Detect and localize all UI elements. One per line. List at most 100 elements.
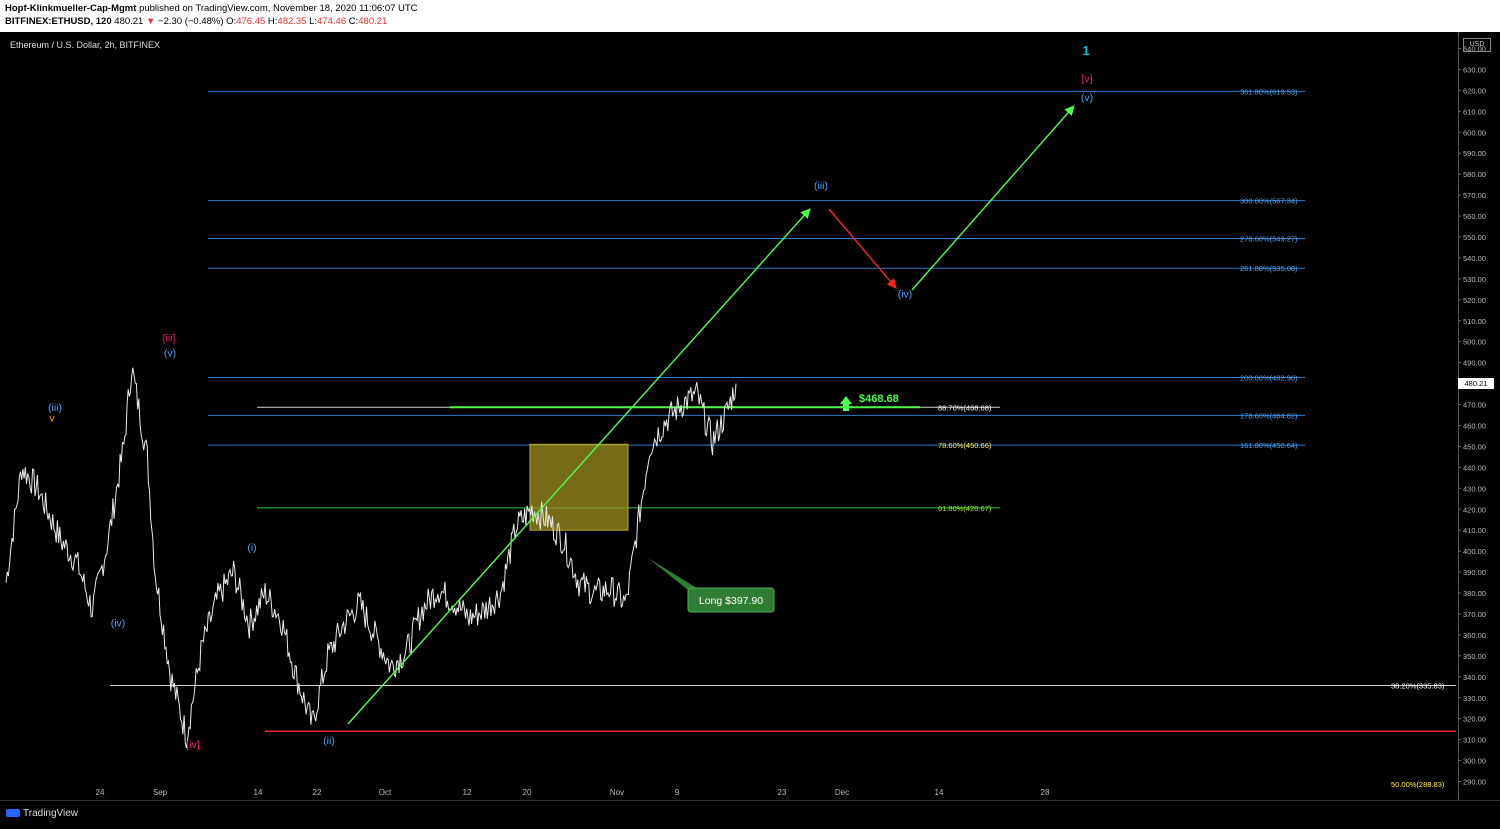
wave-label: (iii) bbox=[48, 402, 62, 414]
y-tick-label: 470.00 bbox=[1463, 401, 1486, 410]
y-tick-label: 350.00 bbox=[1463, 652, 1486, 661]
x-axis-ticks: 24 Sep 14 22 Oct 12 20 Nov 9 23 Dec 14 28 bbox=[96, 788, 1050, 797]
price-axis[interactable] bbox=[1458, 32, 1500, 800]
currency-label[interactable]: USD bbox=[1463, 38, 1491, 52]
y-tick-label: 420.00 bbox=[1463, 505, 1486, 514]
open-value: 476.45 bbox=[236, 16, 266, 27]
y-tick-label: 300.00 bbox=[1463, 757, 1486, 766]
x-tick-label: Oct bbox=[379, 788, 392, 797]
y-tick-label: 600.00 bbox=[1463, 128, 1486, 137]
fib-level-label: 300.00%(567.34) bbox=[1240, 197, 1298, 206]
y-tick-label: 560.00 bbox=[1463, 212, 1486, 221]
down-arrow-icon: ▼ bbox=[145, 16, 156, 27]
y-tick-label: 310.00 bbox=[1463, 736, 1486, 745]
y-tick-label: 430.00 bbox=[1463, 484, 1486, 493]
wave-label: 1 bbox=[1082, 43, 1089, 58]
y-tick-label: 530.00 bbox=[1463, 275, 1486, 284]
y-tick-label: 440.00 bbox=[1463, 463, 1486, 472]
y-tick-label: 490.00 bbox=[1463, 359, 1486, 368]
x-tick-label: 24 bbox=[96, 788, 105, 797]
price-line bbox=[5, 367, 737, 749]
y-tick-label: 410.00 bbox=[1463, 526, 1486, 535]
y-tick-label: 400.00 bbox=[1463, 547, 1486, 556]
wave-label: (iii) bbox=[814, 180, 828, 192]
y-tick-label: 510.00 bbox=[1463, 317, 1486, 326]
wave-label: [v] bbox=[1081, 73, 1092, 85]
long-callout-box bbox=[687, 587, 775, 613]
y-tick-label: 450.00 bbox=[1463, 442, 1486, 451]
price-series bbox=[5, 367, 737, 749]
y-tick-label: 580.00 bbox=[1463, 170, 1486, 179]
fib-level-label: 161.80%(450.64) bbox=[1240, 441, 1298, 450]
quote-line: BITFINEX:ETHUSD, 120 480.21 ▼ −2.30 (−0.… bbox=[5, 16, 387, 27]
down-arrow bbox=[828, 208, 897, 289]
y-tick-label: 620.00 bbox=[1463, 86, 1486, 95]
y-tick-label: 550.00 bbox=[1463, 233, 1486, 242]
footer bbox=[0, 800, 1500, 829]
y-tick-label: 630.00 bbox=[1463, 65, 1486, 74]
last-price: 480.21 bbox=[114, 16, 144, 27]
wave-label: (v) bbox=[1081, 92, 1093, 104]
annotations: $468.68 Long $397.90 bbox=[648, 393, 899, 613]
open-label: O: bbox=[226, 16, 237, 27]
fib-levels: 361.80%(619.53) 300.00%(567.34) 278.60%(54… bbox=[110, 87, 1456, 789]
retracement-label: 61.80%(420.67) bbox=[938, 504, 992, 513]
author-name[interactable]: Hopf-Klinkmueller-Cap-Mgmt bbox=[5, 3, 137, 14]
long-callout-pointer bbox=[648, 558, 700, 590]
up-arrow-icon bbox=[840, 396, 852, 411]
y-tick-label: 340.00 bbox=[1463, 673, 1486, 682]
y-tick-label: 370.00 bbox=[1463, 610, 1486, 619]
entry-zone-box bbox=[529, 443, 629, 531]
low-value: 474.46 bbox=[317, 16, 347, 27]
wave-label: [iv] bbox=[186, 739, 200, 751]
y-tick-label: 380.00 bbox=[1463, 589, 1486, 598]
x-tick-label: 23 bbox=[778, 788, 787, 797]
fib-level-label: 361.80%(619.53) bbox=[1240, 87, 1298, 96]
wave-label: [iii] bbox=[163, 333, 176, 345]
y-axis-ticks: 290.00 300.00 310.00 320.00 330.00 340.00 350.… bbox=[1458, 44, 1486, 787]
y-tick-label: 540.00 bbox=[1463, 254, 1486, 263]
x-tick-label: 20 bbox=[523, 788, 532, 797]
x-tick-label: 12 bbox=[463, 788, 472, 797]
x-tick-label: Sep bbox=[153, 788, 168, 797]
fib-level-label: 278.60%(549.27) bbox=[1240, 235, 1298, 244]
target-label: $468.68 bbox=[859, 393, 899, 405]
x-tick-label: 14 bbox=[935, 788, 944, 797]
symbol-label: BITFINEX:ETHUSD, 120 bbox=[5, 16, 112, 27]
up-arrow-2 bbox=[911, 105, 1075, 291]
wave-label: (ii) bbox=[323, 735, 335, 747]
retracement-label: 88.70%(468.68) bbox=[938, 403, 992, 412]
y-tick-label: 570.00 bbox=[1463, 191, 1486, 200]
retracement-label: 78.60%(450.66) bbox=[938, 441, 992, 450]
retracement-label: 50.00%(288.83) bbox=[1391, 780, 1445, 789]
high-label: H: bbox=[267, 16, 278, 27]
current-price-tag: 480.21 bbox=[1458, 378, 1494, 389]
fib-level-label: 178.60%(464.82) bbox=[1240, 411, 1298, 420]
y-tick-label: 330.00 bbox=[1463, 694, 1486, 703]
y-tick-label: 360.00 bbox=[1463, 631, 1486, 640]
long-callout-label: Long $397.90 bbox=[699, 595, 763, 607]
y-tick-label: 500.00 bbox=[1463, 338, 1486, 347]
price-change: −2.30 (−0.48%) bbox=[158, 16, 224, 27]
y-tick-label: 320.00 bbox=[1463, 715, 1486, 724]
tradingview-logo[interactable]: TradingView bbox=[6, 808, 78, 819]
low-label: L: bbox=[309, 16, 318, 27]
wave-label: (iv) bbox=[111, 618, 126, 630]
chart-pane[interactable] bbox=[0, 32, 1458, 800]
y-tick-label: 590.00 bbox=[1463, 149, 1486, 158]
x-tick-label: Dec bbox=[835, 788, 849, 797]
retracement-label: 38.20%(335.83) bbox=[1391, 682, 1445, 691]
up-arrow-1 bbox=[347, 208, 811, 725]
wave-label: (i) bbox=[247, 542, 256, 554]
x-tick-label: 28 bbox=[1041, 788, 1050, 797]
y-tick-label: 520.00 bbox=[1463, 296, 1486, 305]
x-tick-label: 22 bbox=[313, 788, 322, 797]
y-tick-label: 390.00 bbox=[1463, 568, 1486, 577]
close-label: C: bbox=[348, 16, 359, 27]
y-tick-label: 610.00 bbox=[1463, 107, 1486, 116]
x-tick-label: Nov bbox=[610, 788, 624, 797]
high-value: 482.35 bbox=[277, 16, 307, 27]
fib-level-label: 261.80%(535.08) bbox=[1240, 264, 1298, 273]
wave-label: (v) bbox=[164, 347, 176, 359]
